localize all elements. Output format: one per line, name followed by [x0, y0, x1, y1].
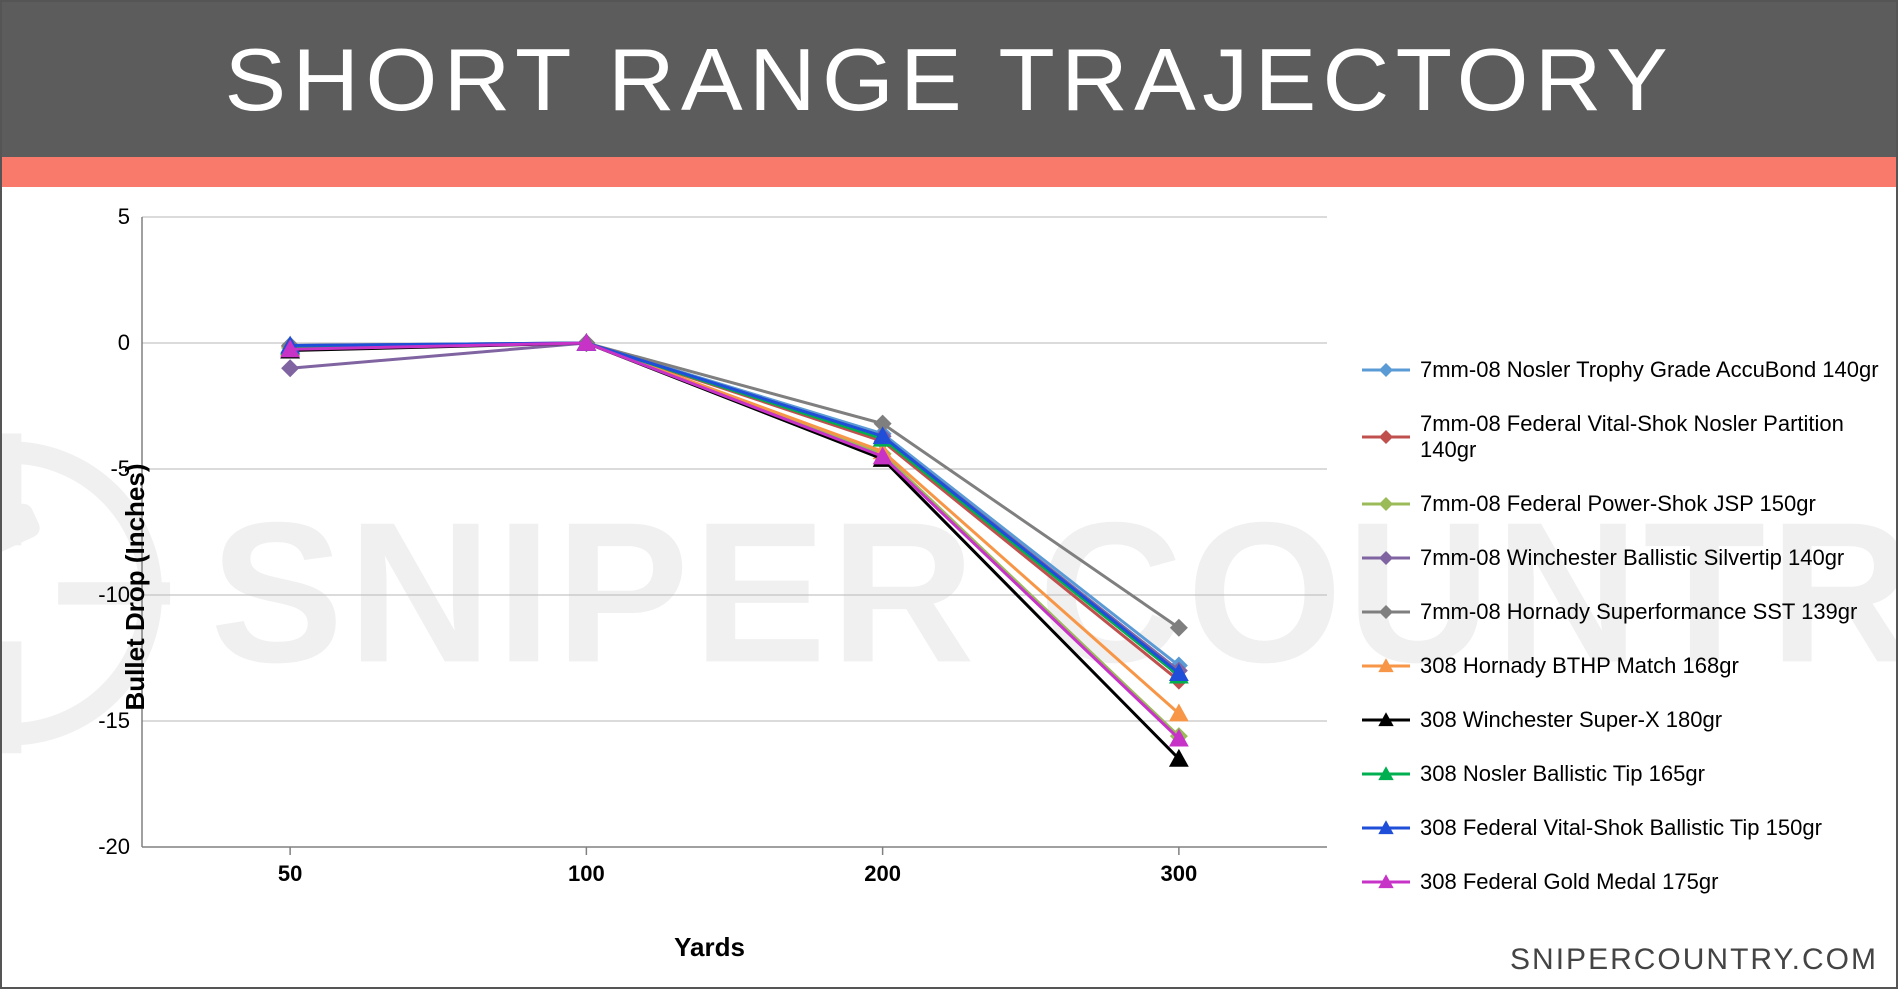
legend-label: 308 Hornady BTHP Match 168gr [1420, 653, 1739, 679]
chart-area: SNIPER COUNTRY Bullet Drop (Inches) Yard… [2, 187, 1896, 987]
trajectory-chart: 50-5-10-15-2050100200300 [72, 207, 1347, 907]
legend-swatch [1362, 764, 1410, 784]
legend-swatch [1362, 872, 1410, 892]
svg-text:0: 0 [118, 330, 130, 355]
svg-text:100: 100 [568, 861, 605, 886]
legend-item: 308 Federal Vital-Shok Ballistic Tip 150… [1362, 815, 1882, 841]
infographic-frame: SHORT RANGE TRAJECTORY SNIPER COUNTRY Bu… [0, 0, 1898, 989]
svg-text:5: 5 [118, 207, 130, 229]
legend-swatch [1362, 548, 1410, 568]
legend-label: 308 Federal Vital-Shok Ballistic Tip 150… [1420, 815, 1822, 841]
y-axis-label: Bullet Drop (Inches) [120, 463, 151, 710]
legend: 7mm-08 Nosler Trophy Grade AccuBond 140g… [1362, 357, 1882, 923]
svg-text:-20: -20 [98, 834, 130, 859]
legend-label: 308 Nosler Ballistic Tip 165gr [1420, 761, 1705, 787]
legend-item: 7mm-08 Federal Vital-Shok Nosler Partiti… [1362, 411, 1882, 463]
legend-item: 308 Hornady BTHP Match 168gr [1362, 653, 1882, 679]
page-title: SHORT RANGE TRAJECTORY [224, 29, 1674, 131]
legend-swatch [1362, 494, 1410, 514]
legend-swatch [1362, 710, 1410, 730]
legend-item: 7mm-08 Federal Power-Shok JSP 150gr [1362, 491, 1882, 517]
legend-item: 308 Federal Gold Medal 175gr [1362, 869, 1882, 895]
legend-item: 308 Winchester Super-X 180gr [1362, 707, 1882, 733]
legend-label: 308 Federal Gold Medal 175gr [1420, 869, 1718, 895]
legend-label: 308 Winchester Super-X 180gr [1420, 707, 1722, 733]
legend-swatch [1362, 656, 1410, 676]
legend-label: 7mm-08 Winchester Ballistic Silvertip 14… [1420, 545, 1844, 571]
legend-swatch [1362, 818, 1410, 838]
legend-label: 7mm-08 Hornady Superformance SST 139gr [1420, 599, 1857, 625]
x-axis-label: Yards [72, 932, 1347, 963]
accent-bar [2, 157, 1896, 187]
title-bar: SHORT RANGE TRAJECTORY [2, 2, 1896, 157]
legend-swatch [1362, 360, 1410, 380]
legend-label: 7mm-08 Federal Vital-Shok Nosler Partiti… [1420, 411, 1882, 463]
legend-item: 7mm-08 Nosler Trophy Grade AccuBond 140g… [1362, 357, 1882, 383]
svg-text:200: 200 [864, 861, 901, 886]
legend-item: 7mm-08 Hornady Superformance SST 139gr [1362, 599, 1882, 625]
footer-url: SNIPERCOUNTRY.COM [1510, 943, 1878, 977]
svg-text:50: 50 [278, 861, 302, 886]
legend-swatch [1362, 602, 1410, 622]
legend-item: 308 Nosler Ballistic Tip 165gr [1362, 761, 1882, 787]
legend-label: 7mm-08 Nosler Trophy Grade AccuBond 140g… [1420, 357, 1879, 383]
legend-label: 7mm-08 Federal Power-Shok JSP 150gr [1420, 491, 1816, 517]
legend-swatch [1362, 427, 1410, 447]
legend-item: 7mm-08 Winchester Ballistic Silvertip 14… [1362, 545, 1882, 571]
svg-text:300: 300 [1161, 861, 1198, 886]
svg-text:-15: -15 [98, 708, 130, 733]
